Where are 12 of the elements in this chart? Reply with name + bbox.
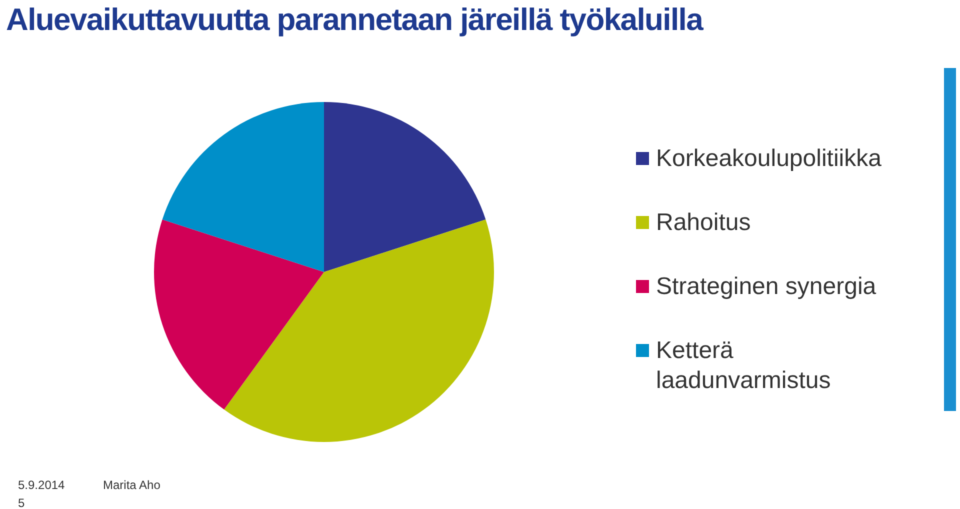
chart-title: Aluevaikuttavuutta parannetaan järeillä työkaluilla — [6, 2, 704, 37]
pie-slice — [224, 219, 494, 442]
legend-label: Ketterä laadunvarmistus — [656, 337, 831, 394]
pie-slice — [154, 219, 324, 410]
text: 5 — [18, 496, 25, 509]
text: Marita Aho — [103, 478, 161, 492]
pie-slice — [324, 102, 486, 272]
legend-label: Strateginen synergia — [656, 273, 877, 300]
text: 5.9.2014 — [18, 478, 66, 492]
pie-slice — [162, 102, 324, 272]
legend-label: Rahoitus — [656, 209, 751, 236]
legend-label: Korkeakoulupolitiikka — [656, 145, 882, 172]
